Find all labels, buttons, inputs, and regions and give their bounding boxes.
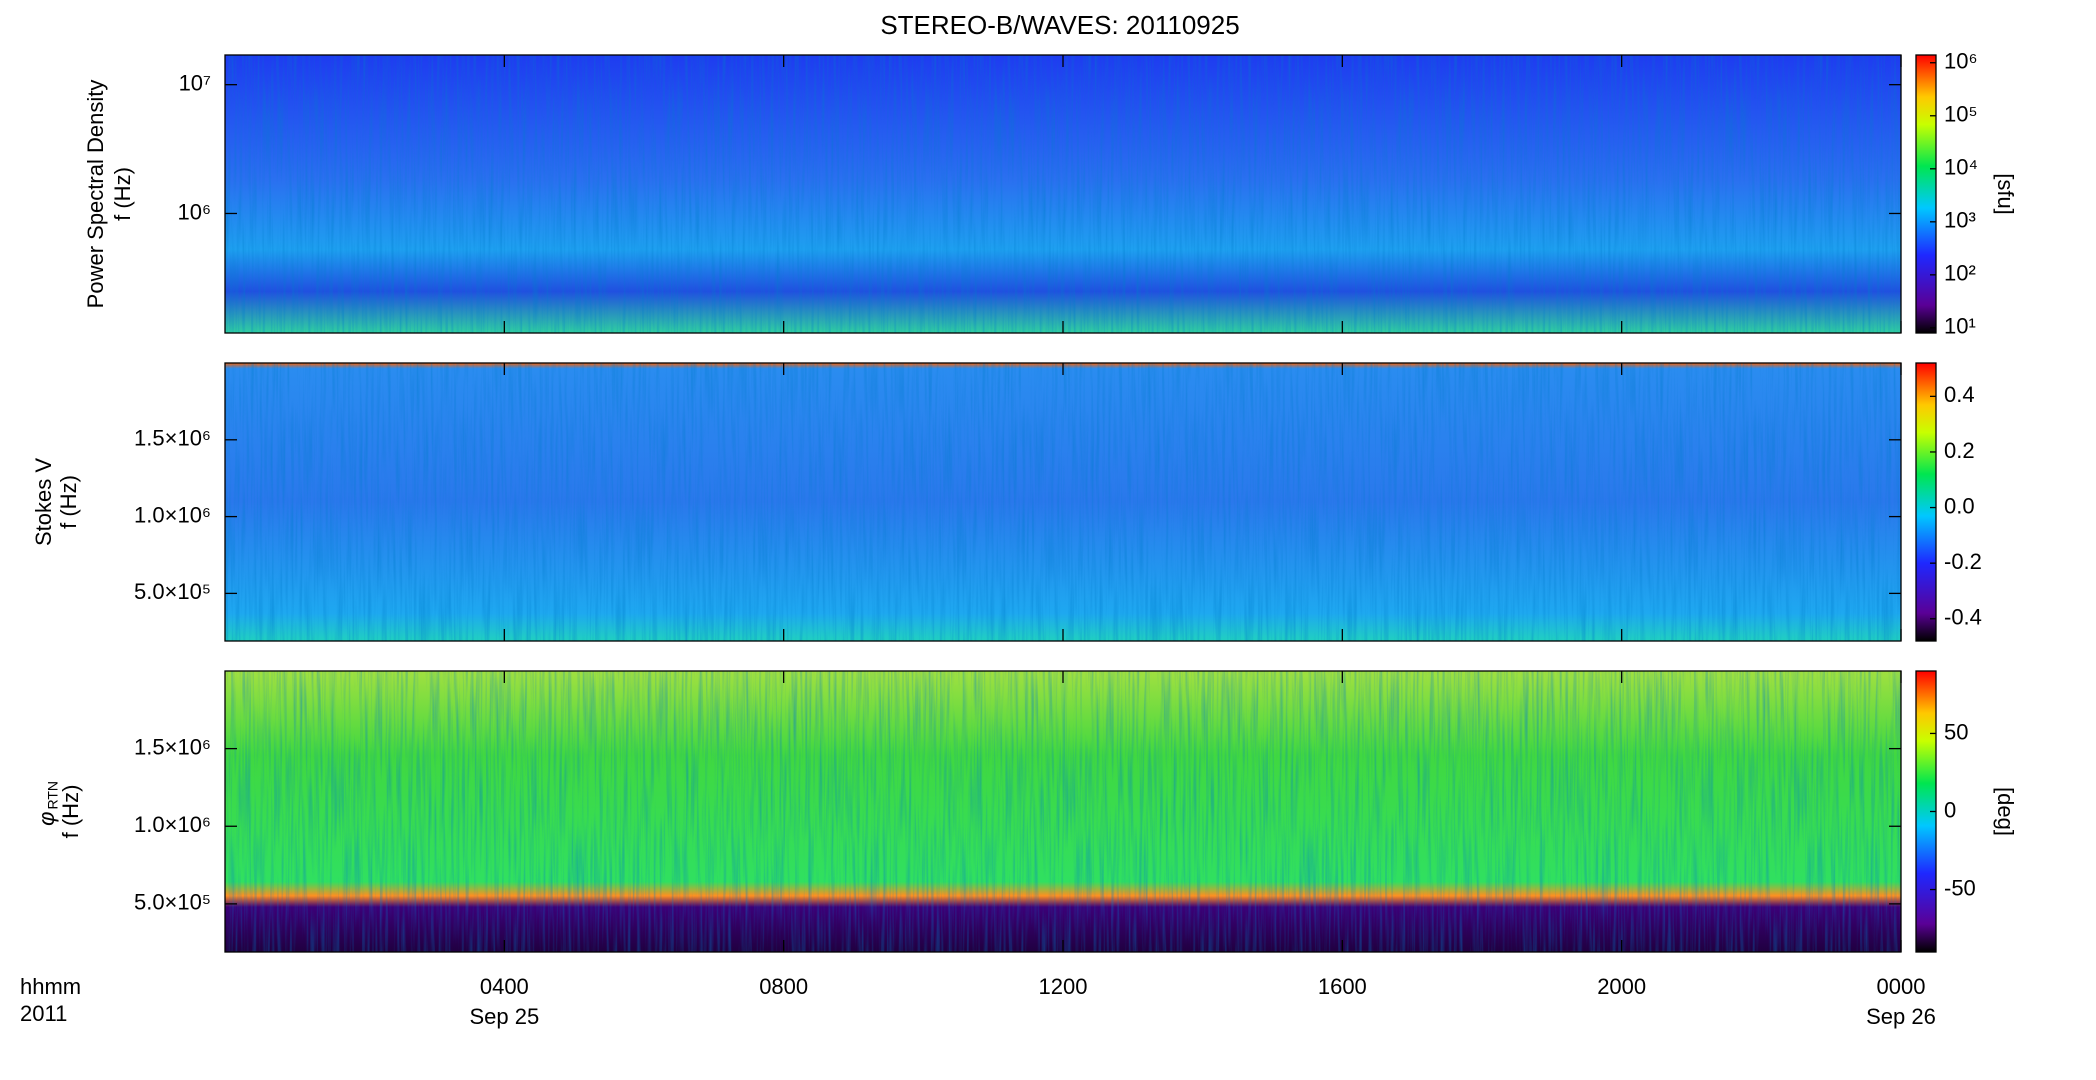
y-tick-label: 1.5×10⁶: [134, 734, 211, 759]
colorbar-tick-label: 0.0: [1944, 493, 1975, 518]
x-tick-label: 0400: [480, 974, 529, 999]
colorbar-tick-label: 10³: [1944, 208, 1976, 233]
y-axis-label: Stokes V: [31, 458, 56, 546]
colorbar-tick-label: -0.2: [1944, 549, 1982, 574]
x-tick-label: 1600: [1318, 974, 1367, 999]
x-date-label: Sep 25: [469, 1004, 539, 1029]
x-tick-label: 1200: [1039, 974, 1088, 999]
chart-title: STEREO-B/WAVES: 20110925: [880, 10, 1239, 40]
x-unit-label: hhmm: [20, 974, 81, 999]
y-axis-label: f (Hz): [110, 167, 135, 221]
colorbar: [1915, 54, 1937, 334]
x-date-label: Sep 26: [1866, 1004, 1936, 1029]
y-tick-label: 1.0×10⁶: [134, 502, 211, 527]
y-axis-label: Power Spectral Density: [83, 80, 108, 309]
y-axis-label-subscript: RTN: [45, 781, 61, 810]
y-tick-label: 1.0×10⁶: [134, 812, 211, 837]
colorbar-tick-label: 10²: [1944, 261, 1976, 286]
spectrogram-texture: [225, 55, 1901, 333]
colorbar-tick-label: 10⁴: [1944, 155, 1978, 180]
y-tick-label: 10⁶: [177, 199, 211, 224]
x-tick-label: 2000: [1597, 974, 1646, 999]
colorbar-label: [sfu]: [1993, 173, 2018, 215]
spectrogram-texture: [225, 363, 1901, 641]
colorbar-label: [deg]: [1993, 787, 2018, 836]
y-tick-label: 1.5×10⁶: [134, 426, 211, 451]
y-tick-label: 5.0×10⁵: [134, 890, 211, 915]
y-axis-label: φ: [34, 812, 59, 826]
colorbar-tick-label: -0.4: [1944, 605, 1982, 630]
colorbar-tick-label: 10⁶: [1944, 49, 1978, 74]
colorbar-tick-label: 0: [1944, 797, 1956, 822]
colorbar-tick-label: 10¹: [1944, 314, 1976, 339]
colorbar: [1915, 362, 1937, 642]
y-tick-label: 5.0×10⁵: [134, 579, 211, 604]
colorbar-tick-label: 50: [1944, 719, 1968, 744]
y-axis-label: f (Hz): [56, 475, 81, 529]
x-tick-label: 0800: [759, 974, 808, 999]
y-axis-label: f (Hz): [58, 785, 83, 839]
colorbar-tick-label: 0.2: [1944, 438, 1975, 463]
colorbar-tick-label: 0.4: [1944, 382, 1975, 407]
colorbar-tick-label: 10⁵: [1944, 102, 1978, 127]
x-year-label: 2011: [20, 1001, 67, 1026]
spectrogram-texture: [225, 671, 1901, 952]
x-tick-label: 0000: [1877, 974, 1926, 999]
y-tick-label: 10⁷: [179, 70, 211, 95]
colorbar-tick-label: -50: [1944, 875, 1976, 900]
